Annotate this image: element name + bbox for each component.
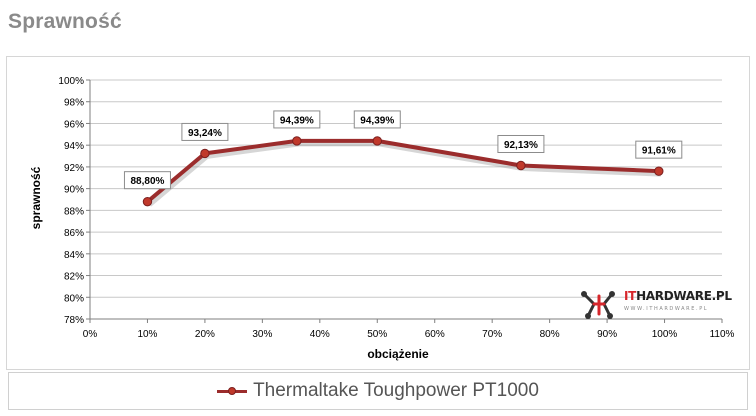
data-label: 92,13% bbox=[504, 140, 538, 151]
y-axis-label: sprawność bbox=[29, 166, 43, 229]
y-tick-label: 98% bbox=[64, 98, 84, 109]
legend-series-swatch bbox=[217, 385, 248, 397]
legend-series-label: Thermaltake Toughpower PT1000 bbox=[253, 380, 539, 401]
chart-area bbox=[6, 56, 750, 370]
grid-lines bbox=[90, 79, 722, 298]
data-point bbox=[654, 166, 664, 176]
data-label-box bbox=[123, 171, 171, 190]
watermark-brand: ITHARDWARE.PL bbox=[624, 289, 732, 303]
data-point bbox=[516, 160, 526, 171]
y-tick-label: 94% bbox=[64, 141, 84, 152]
x-tick-label: 10% bbox=[137, 329, 157, 340]
x-axis-label: obciążenie bbox=[367, 347, 429, 361]
data-point bbox=[142, 196, 153, 207]
data-label: 94,39% bbox=[280, 115, 314, 126]
y-tick-label: 96% bbox=[64, 119, 84, 130]
chart-legend: Thermaltake Toughpower PT1000 bbox=[8, 372, 748, 410]
data-label-box bbox=[181, 122, 229, 141]
data-point bbox=[200, 148, 210, 159]
data-label: 93,24% bbox=[188, 128, 222, 139]
axes bbox=[86, 79, 723, 323]
x-tick-label: 110% bbox=[710, 329, 735, 340]
ithardware-watermark: ITHARDWARE.PL WWW.ITHARDWARE.PL bbox=[578, 286, 732, 326]
page-title: Sprawność bbox=[8, 10, 122, 33]
y-tick-label: 78% bbox=[64, 315, 84, 326]
y-tick-labels: 78% 80% 82% 84% 86% 88% 90% 92% 94% 96% 98% 100% bbox=[58, 76, 84, 326]
x-tick-label: 20% bbox=[195, 329, 215, 340]
x-tick-label: 30% bbox=[252, 329, 272, 340]
y-tick-label: 86% bbox=[64, 228, 84, 239]
x-tick-labels: 0% 10% 20% 30% 40% 50% 60% 70% 80% 90% 100% 110% bbox=[83, 329, 735, 340]
x-tick-label: 60% bbox=[425, 329, 445, 340]
y-tick-label: 82% bbox=[64, 272, 84, 283]
data-labels: 88,80% 93,24% 94,39% 94,39% 92,13% 91,61% bbox=[123, 110, 683, 190]
y-tick-label: 100% bbox=[58, 76, 84, 87]
data-label-box bbox=[635, 140, 683, 159]
watermark-url: WWW.ITHARDWARE.PL bbox=[624, 306, 709, 312]
data-label-box bbox=[273, 110, 321, 129]
data-label: 88,80% bbox=[130, 176, 164, 187]
x-tick-label: 0% bbox=[83, 329, 98, 340]
series-line bbox=[146, 138, 659, 204]
x-tick-label: 50% bbox=[367, 329, 387, 340]
ithardware-logo-icon bbox=[581, 291, 615, 319]
x-tick-label: 100% bbox=[652, 329, 678, 340]
x-tick-label: 40% bbox=[310, 329, 330, 340]
data-label-box bbox=[353, 110, 401, 129]
data-label: 91,61% bbox=[642, 146, 676, 157]
data-point bbox=[372, 136, 382, 146]
x-tick-label: 80% bbox=[540, 329, 560, 340]
x-tick-label: 90% bbox=[597, 329, 617, 340]
y-tick-label: 84% bbox=[64, 250, 84, 261]
data-label-box bbox=[497, 134, 545, 153]
data-label: 94,39% bbox=[360, 115, 394, 126]
y-tick-label: 90% bbox=[64, 185, 84, 196]
series-layer bbox=[142, 136, 664, 207]
y-tick-label: 88% bbox=[64, 206, 84, 217]
y-tick-label: 92% bbox=[64, 163, 84, 174]
y-tick-label: 80% bbox=[64, 293, 84, 304]
x-tick-label: 70% bbox=[482, 329, 502, 340]
series-line-shadow bbox=[147, 141, 661, 207]
data-point bbox=[292, 136, 302, 146]
